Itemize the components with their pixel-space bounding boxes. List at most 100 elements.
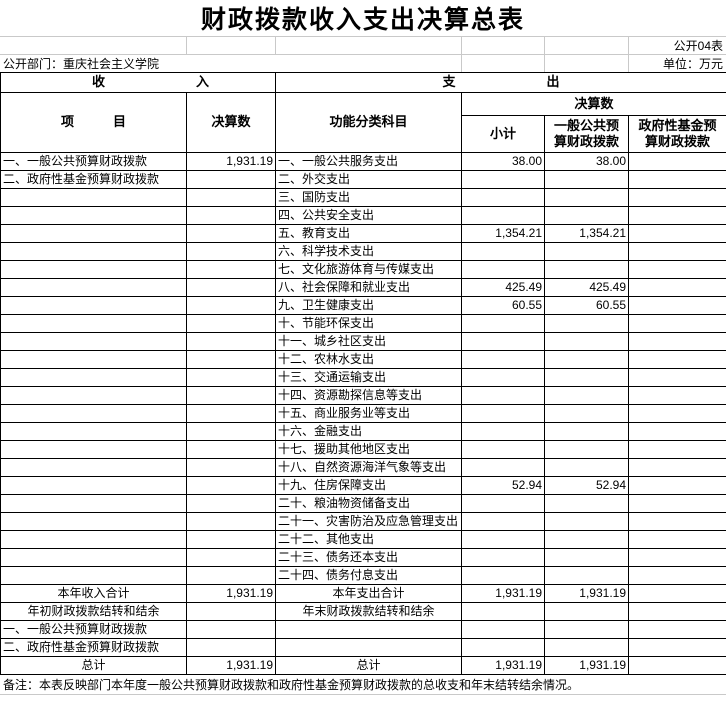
empty-cell xyxy=(543,54,629,72)
expense-subtotal-cell: 38.00 xyxy=(461,152,546,171)
table-row: 四、公共安全支出 xyxy=(0,206,726,225)
income-item-cell xyxy=(0,332,187,351)
income-amount-cell xyxy=(185,404,277,423)
table-row: 五、教育支出 1,354.21 1,354.21 xyxy=(0,224,726,243)
col-header-function-category: 功能分类科目 xyxy=(275,92,463,153)
table-row: 七、文化旅游体育与传媒支出 xyxy=(0,260,726,279)
income-item-cell xyxy=(0,314,187,333)
income-item-cell xyxy=(0,530,187,549)
income-item-cell xyxy=(0,404,187,423)
table-row: 十六、金融支出 xyxy=(0,422,726,441)
expense-subtotal-cell xyxy=(461,170,546,189)
empty-cell xyxy=(628,602,726,621)
income-item-cell xyxy=(0,206,187,225)
income-amount-cell xyxy=(185,314,277,333)
income-item-cell: 一、一般公共预算财政拨款 xyxy=(0,152,187,171)
footnote: 备注：本表反映部门本年度一般公共预算财政拨款和政府性基金预算财政拨款的总收支和年… xyxy=(0,675,726,695)
expense-item-cell: 十七、援助其他地区支出 xyxy=(275,440,463,459)
table-row: 六、科学技术支出 xyxy=(0,242,726,261)
expense-general-cell xyxy=(544,548,630,567)
col-header-final-amount-group: 决算数 xyxy=(461,92,726,116)
income-item-cell: 二、政府性基金预算财政拨款 xyxy=(0,170,187,189)
expense-fund-cell xyxy=(628,314,726,333)
expense-general-cell xyxy=(544,314,630,333)
col-header-gov-fund: 政府性基金预 算财政拨款 xyxy=(628,115,726,153)
expense-item-cell: 五、教育支出 xyxy=(275,224,463,243)
income-amount-cell xyxy=(185,440,277,459)
income-item-cell xyxy=(0,476,187,495)
col-header-final-amount: 决算数 xyxy=(185,92,277,153)
expense-fund-cell xyxy=(628,440,726,459)
carryover-expense-label: 年末财政拨款结转和结余 xyxy=(275,602,463,621)
table-code: 公开04表 xyxy=(627,36,726,55)
income-amount-cell xyxy=(185,332,277,351)
table-row: 二十四、债务付息支出 xyxy=(0,566,726,585)
income-amount-cell xyxy=(185,368,277,387)
expense-section-header: 支出 xyxy=(275,72,726,93)
expense-item-cell: 十二、农林水支出 xyxy=(275,350,463,369)
empty-cell xyxy=(460,54,545,72)
expense-item-cell: 四、公共安全支出 xyxy=(275,206,463,225)
table-row: 九、卫生健康支出 60.55 60.55 xyxy=(0,296,726,315)
income-item-cell xyxy=(0,386,187,405)
income-item-cell xyxy=(0,350,187,369)
income-item-cell xyxy=(0,224,187,243)
income-amount-cell xyxy=(185,566,277,585)
income-item-cell xyxy=(0,368,187,387)
empty-cell xyxy=(185,36,276,55)
table-row: 十二、农林水支出 xyxy=(0,350,726,369)
income-amount-cell xyxy=(185,386,277,405)
expense-item-cell: 六、科学技术支出 xyxy=(275,242,463,261)
expense-fund-cell xyxy=(628,530,726,549)
expense-item-cell: 一、一般公共服务支出 xyxy=(275,152,463,171)
expense-subtotal-cell xyxy=(461,206,546,225)
expense-subtotal-cell xyxy=(461,458,546,477)
income-amount-cell xyxy=(185,260,277,279)
income-amount-cell xyxy=(185,296,277,315)
empty-cell xyxy=(461,602,546,621)
income-amount-cell xyxy=(185,206,277,225)
expense-subtotal-cell xyxy=(461,314,546,333)
expense-general-cell xyxy=(544,566,630,585)
table-row: 十八、自然资源海洋气象等支出 xyxy=(0,458,726,477)
expense-item-cell: 十六、金融支出 xyxy=(275,422,463,441)
expense-subtotal-cell: 60.55 xyxy=(461,296,546,315)
expense-fund-cell xyxy=(628,278,726,297)
expense-subtotal-cell xyxy=(461,386,546,405)
empty-cell xyxy=(185,620,277,639)
income-item-cell xyxy=(0,566,187,585)
expense-general-cell xyxy=(544,206,630,225)
expense-general-cell: 52.94 xyxy=(544,476,630,495)
final-accounts-table: 收入 支出 项目 决算数 功能分类科目 决算数 小计 一般公共预 算财政拨款 政… xyxy=(0,72,726,675)
expense-fund-cell xyxy=(628,206,726,225)
empty-cell xyxy=(544,620,630,639)
expense-general-cell xyxy=(544,242,630,261)
empty-cell xyxy=(628,620,726,639)
empty-cell xyxy=(544,602,630,621)
expense-item-cell: 七、文化旅游体育与传媒支出 xyxy=(275,260,463,279)
expense-subtotal-cell xyxy=(461,422,546,441)
expense-subtotal-cell xyxy=(461,368,546,387)
expense-item-cell: 三、国防支出 xyxy=(275,188,463,207)
expense-general-cell xyxy=(544,332,630,351)
empty-cell xyxy=(461,638,546,657)
empty-cell xyxy=(543,36,629,55)
unit-label: 单位：万元 xyxy=(627,54,726,72)
empty-cell xyxy=(185,638,277,657)
grand-total-expense-fund xyxy=(628,656,726,675)
expense-fund-cell xyxy=(628,350,726,369)
expense-general-cell xyxy=(544,188,630,207)
table-row: 十五、商业服务业等支出 xyxy=(0,404,726,423)
expense-item-cell: 九、卫生健康支出 xyxy=(275,296,463,315)
table-row: 十四、资源勘探信息等支出 xyxy=(0,386,726,405)
page-title: 财政拨款收入支出决算总表 xyxy=(200,7,525,34)
table-row: 二十三、债务还本支出 xyxy=(0,548,726,567)
expense-subtotal-cell xyxy=(461,332,546,351)
expense-subtotal-cell xyxy=(461,440,546,459)
income-amount-cell xyxy=(185,242,277,261)
expense-subtotal-cell xyxy=(461,530,546,549)
grand-total-income-label: 总计 xyxy=(0,656,187,675)
table-row: 二十二、其他支出 xyxy=(0,530,726,549)
grand-total-income-value: 1,931.19 xyxy=(185,656,277,675)
income-item-cell xyxy=(0,512,187,531)
